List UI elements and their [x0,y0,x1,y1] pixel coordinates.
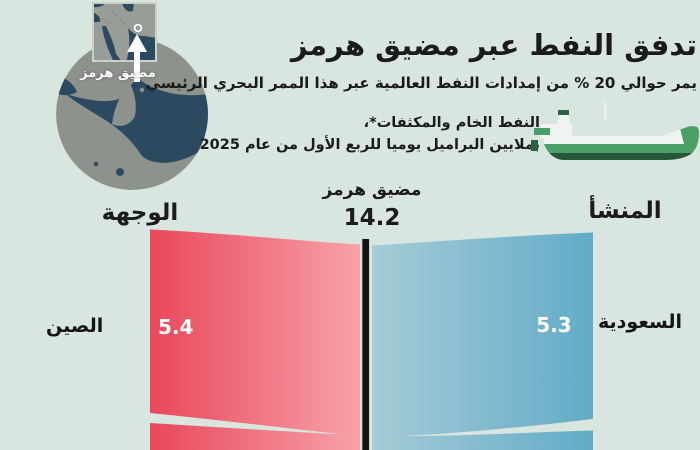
page-subtitle: يمر حوالي 20 % من إمدادات النفط العالمية… [145,74,697,92]
origin-flow-value: 5.3 [536,313,572,337]
map-arrow-icon [127,34,147,82]
map-strait-label: مضيق هرمز [80,66,156,81]
strait-node-label: مضيق هرمز [322,180,422,200]
destination-flow-shape [150,229,360,450]
origin-flow-name: السعودية [597,311,682,333]
unit-note-line2: بملايين البراميل يوميا للربع الأول من عا… [199,137,540,153]
strait-center-bar [362,239,370,450]
origin-flow-separator [402,419,593,437]
origin-flow-shape [372,232,593,450]
strait-location-marker [133,23,143,33]
oil-tanker-icon [531,102,699,160]
strait-total-value: 14.2 [343,205,401,231]
destination-flow-name: الصين [46,315,104,337]
unit-note-line1: النفط الخام والمكثفات*، [363,115,540,131]
destination-flow-separator [150,413,343,435]
globe-map [56,38,208,190]
page-title: تدفق النفط عبر مضيق هرمز [290,28,698,62]
destination-flow-value: 5.4 [158,315,194,339]
unit-note: النفط الخام والمكثفات*، بملايين البراميل… [200,112,540,156]
destination-column-header: الوجهة [101,200,179,226]
origin-column-header: المنشأ [588,198,662,224]
